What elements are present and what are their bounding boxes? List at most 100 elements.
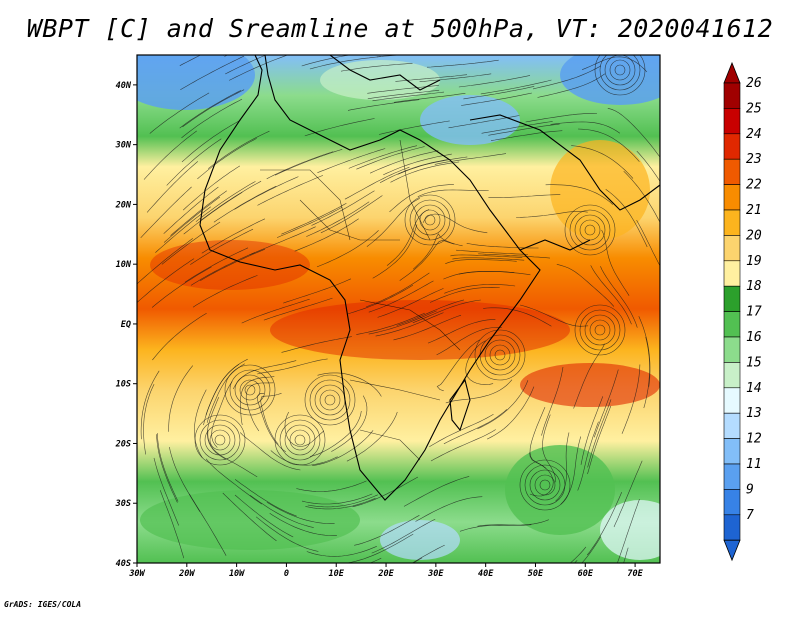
streamline [182,89,245,128]
streamline [306,201,370,237]
streamline [379,159,448,183]
streamline [617,498,640,563]
streamline [477,380,529,430]
streamline [638,316,651,387]
streamline [429,286,500,303]
streamline [340,63,413,72]
lat-tick-label: 40S [116,559,131,569]
streamline [140,370,160,440]
streamline [179,55,202,66]
streamline [146,161,198,213]
streamline [137,238,193,285]
streamline [249,494,314,528]
streamline [149,92,210,134]
colorbar-swatch [723,235,741,262]
streamline [427,319,496,344]
streamline [613,460,643,528]
streamline [184,247,249,283]
streamline [590,265,632,325]
streamline [580,396,604,465]
streamline [378,120,450,135]
streamline [245,382,274,432]
lon-tick-label: 60E [578,569,594,579]
colorbar-swatch [723,260,741,287]
streamline [461,92,532,106]
streamline [488,194,561,198]
streamline [371,518,436,554]
vortex-ring [574,214,606,246]
vortex-ring [534,474,556,496]
streamline [419,73,492,82]
streamline [525,113,598,123]
streamline [224,55,229,57]
streamline [143,383,155,455]
colorbar-swatch [723,362,741,389]
streamline [386,209,430,266]
streamline [372,91,445,102]
vortex-ring [244,384,256,396]
colorbar-label: 17 [746,305,762,320]
streamline [643,336,650,409]
lat-tick-label: 30S [115,499,131,509]
vortex-ring [489,344,511,366]
vortex-ring [609,59,631,81]
streamline [182,165,241,211]
vortex-ring [279,419,321,461]
streamline [434,153,507,165]
lon-tick-label: 70E [627,569,643,579]
streamline [168,365,194,432]
streamline [354,515,420,546]
streamline [320,195,383,234]
streamline [601,229,630,296]
colorbar-swatch [723,285,741,312]
streamline [403,476,470,507]
streamline [344,166,410,200]
streamline [346,411,398,462]
streamline [156,434,178,503]
streamline [266,501,335,524]
plot-frame [136,54,661,564]
colorbar-label: 24 [746,127,762,142]
streamline [587,399,612,468]
vortex-ring [569,209,611,251]
vortex-ring [234,374,266,406]
streamline [281,202,347,235]
streamline [307,494,378,508]
streamline [636,219,660,267]
streamline [161,221,221,265]
colorbar-label: 25 [746,101,762,116]
streamline [193,389,207,459]
streamline [571,145,634,179]
streamline [179,90,242,129]
streamline [309,56,381,70]
streamline [488,123,560,136]
lat-tick-label: 10N [116,260,132,270]
colorbar-swatch [723,387,741,414]
streamline [393,314,462,341]
streamline [450,254,523,258]
vortex-ring [594,324,606,336]
colorbar-label: 23 [746,152,762,167]
streamline [201,218,266,254]
streamline [569,546,587,563]
streamline [537,73,606,98]
streamline [294,218,359,252]
vortex-ring [484,339,516,371]
streamline [257,175,324,206]
colorbar-label: 22 [746,178,762,193]
colorbar-swatch [723,311,741,338]
colorbar: 26 25 24 23 22 21 20 19 18 17 16 15 14 13 12 11 9 7 [723,61,762,562]
vortex-ring [289,429,311,451]
streamline [257,358,328,375]
colorbar-label: 14 [746,381,762,396]
lat-tick-label: 40N [116,81,132,91]
streamline [532,65,602,90]
streamline [621,364,641,434]
streamline [222,492,277,542]
colorbar-label: 21 [746,203,762,218]
streamline [426,59,499,68]
streamline [213,185,277,223]
colorbar-label: 12 [746,432,762,447]
streamline [429,414,494,447]
streamline [317,148,386,173]
